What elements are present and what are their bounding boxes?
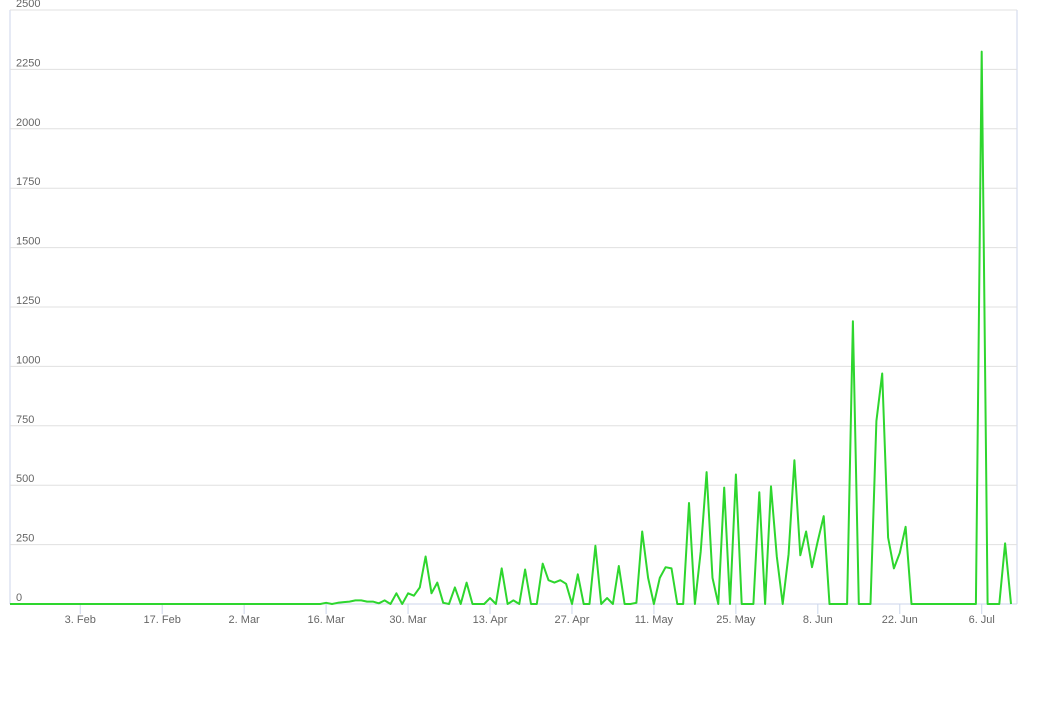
x-tick-label: 17. Feb: [144, 614, 181, 626]
y-tick-label: 2250: [16, 57, 40, 69]
y-tick-label: 0: [16, 592, 22, 604]
x-tick-label: 11. May: [635, 614, 674, 626]
data-line: [10, 50, 1012, 605]
x-tick-label: 16. Mar: [307, 614, 345, 626]
x-tick-label: 3. Feb: [65, 614, 96, 626]
y-tick-label: 500: [16, 473, 34, 485]
y-tick-label: 1500: [16, 236, 40, 248]
x-tick-label: 13. Apr: [473, 614, 508, 626]
y-tick-label: 2500: [16, 0, 40, 10]
y-tick-label: 1250: [16, 295, 40, 307]
y-tick-label: 1000: [16, 354, 40, 366]
y-tick-label: 2000: [16, 117, 40, 129]
x-tick-label: 27. Apr: [555, 614, 590, 626]
y-tick-label: 250: [16, 533, 34, 545]
x-tick-label: 2. Mar: [229, 614, 261, 626]
x-tick-label: 6. Jul: [969, 614, 995, 626]
x-tick-label: 25. May: [716, 614, 756, 626]
y-tick-label: 750: [16, 414, 34, 426]
x-tick-label: 22. Jun: [882, 614, 918, 626]
x-tick-label: 8. Jun: [803, 614, 833, 626]
y-tick-label: 1750: [16, 176, 40, 188]
x-tick-label: 30. Mar: [389, 614, 427, 626]
